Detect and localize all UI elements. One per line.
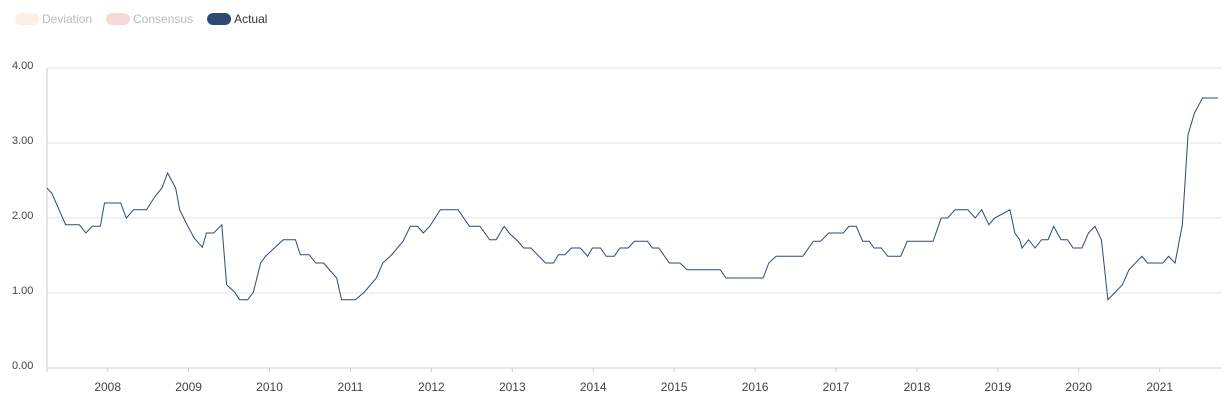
y-tick-label: 4.00 (12, 60, 33, 72)
y-tick-label: 1.00 (12, 285, 33, 297)
x-tick-label: 2018 (904, 380, 931, 394)
legend-swatch[interactable] (106, 13, 131, 25)
legend-swatch[interactable] (15, 13, 39, 25)
y-tick-label: 2.00 (12, 210, 33, 222)
legend-label[interactable]: Deviation (42, 12, 92, 26)
x-tick-label: 2012 (418, 380, 445, 394)
legend-label[interactable]: Actual (234, 12, 267, 26)
x-tick-label: 2014 (580, 380, 607, 394)
x-tick-label: 2020 (1065, 380, 1092, 394)
x-tick-label: 2009 (175, 380, 202, 394)
x-tick-label: 2010 (256, 380, 283, 394)
legend-label[interactable]: Consensus (133, 12, 193, 26)
x-tick-label: 2015 (661, 380, 688, 394)
y-tick-label: 3.00 (12, 135, 33, 147)
x-tick-label: 2008 (94, 380, 121, 394)
x-tick-label: 2017 (823, 380, 850, 394)
x-tick-label: 2011 (338, 380, 364, 394)
legend-swatch[interactable] (207, 13, 232, 25)
x-tick-label: 2019 (984, 380, 1011, 394)
y-tick-label: 0.00 (12, 360, 33, 372)
x-tick-label: 2013 (499, 380, 526, 394)
x-tick-label: 2021 (1146, 380, 1173, 394)
x-tick-label: 2016 (742, 380, 769, 394)
data-line (46, 97, 1218, 301)
